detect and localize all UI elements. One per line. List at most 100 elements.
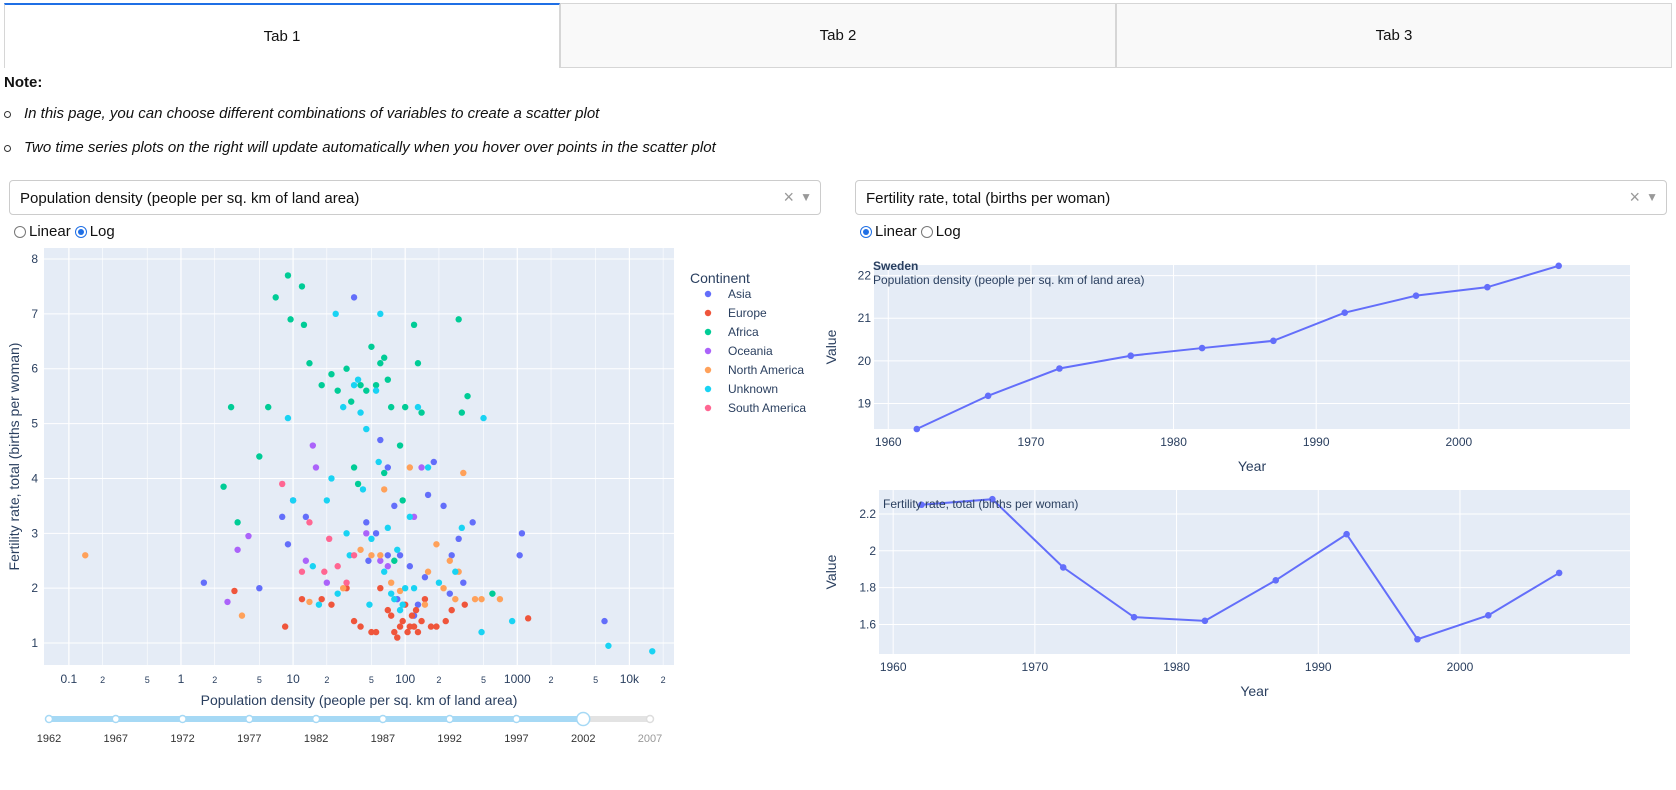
y-tick-label: 6 — [31, 362, 38, 376]
scatter-point — [442, 617, 449, 625]
scatter-point — [452, 595, 459, 603]
scatter-point — [279, 513, 286, 521]
scatter-point — [410, 584, 418, 592]
scatter-point — [309, 563, 317, 570]
scatter-point — [377, 552, 384, 559]
scatter-point — [410, 612, 418, 619]
scatter-point — [287, 316, 294, 323]
chevron-down-icon[interactable]: ▼ — [800, 190, 812, 204]
legend-label: Africa — [728, 325, 759, 339]
scatter-point — [401, 584, 409, 592]
y-axis-title: Value — [823, 554, 839, 589]
scatter-point — [396, 552, 404, 559]
y-linear-radio[interactable] — [860, 225, 872, 238]
scatter-point — [460, 469, 467, 477]
scatter-point — [496, 595, 504, 603]
scatter-point — [321, 568, 328, 575]
scatter-point — [387, 590, 395, 597]
scatter-point — [464, 392, 471, 400]
scatter-point — [343, 579, 350, 586]
x-tick-label: 1980 — [1163, 660, 1190, 674]
timeseries-point — [1272, 576, 1280, 584]
x-tick-label: 2 — [549, 675, 554, 685]
scatter-point — [309, 442, 317, 449]
legend-label: North America — [728, 363, 804, 377]
scatter-point — [381, 486, 388, 493]
chevron-down-icon[interactable]: ▼ — [1646, 190, 1658, 204]
timeseries-point — [1485, 612, 1492, 619]
x-tick-label: 2 — [324, 675, 329, 685]
slider-dot — [645, 714, 655, 724]
x-tick-label: 1 — [178, 672, 185, 686]
y-linear-label[interactable]: Linear — [875, 223, 917, 240]
x-tick-label: 5 — [145, 675, 150, 685]
scatter-point — [265, 403, 272, 411]
x-linear-label[interactable]: Linear — [29, 223, 71, 240]
scatter-point — [300, 321, 308, 329]
scatter-point — [245, 532, 252, 540]
legend-marker — [704, 385, 712, 393]
scatter-point — [368, 552, 375, 559]
scatter-point — [414, 601, 422, 608]
note-text: In this page, you can choose different c… — [24, 105, 600, 122]
timeseries-subtitle: Fertility rate, total (births per woman) — [883, 497, 1078, 511]
scatter-point — [256, 584, 263, 592]
timeseries-plot-area — [879, 490, 1630, 654]
scatter-point — [354, 480, 362, 488]
scatter-point — [430, 458, 437, 466]
x-tick-label: 2000 — [1445, 435, 1472, 449]
timeseries-point — [1484, 283, 1491, 291]
clear-y-icon[interactable]: × — [1629, 187, 1640, 207]
tab-2[interactable]: Tab 2 — [560, 3, 1116, 68]
y-tick-label: 3 — [31, 526, 38, 540]
scatter-point — [357, 409, 364, 416]
x-linear-radio[interactable] — [14, 225, 26, 238]
scatter-point — [458, 409, 466, 416]
scatter-point — [384, 552, 392, 559]
scatter-point — [391, 628, 398, 636]
scatter-point — [377, 310, 384, 318]
scatter-point — [298, 283, 306, 290]
scatter-point — [377, 584, 384, 592]
scatter-point — [306, 360, 313, 367]
scatter-point — [418, 409, 425, 416]
scatter-point — [238, 612, 246, 619]
scatter-point — [372, 628, 380, 636]
scatter-point — [518, 530, 526, 537]
legend-label: South America — [728, 401, 806, 415]
y-variable-dropdown[interactable]: Fertility rate, total (births per woman)… — [855, 180, 1667, 215]
scatter-point — [401, 601, 409, 608]
scatter-point — [421, 574, 429, 581]
x-tick-label: 1960 — [875, 435, 902, 449]
scatter-point — [350, 381, 358, 389]
x-variable-value: Population density (people per sq. km of… — [20, 190, 360, 207]
y-tick-label: 2 — [31, 581, 38, 595]
note-item: Two time series plots on the right will … — [4, 138, 716, 172]
scatter-point — [384, 606, 392, 614]
scatter-point — [427, 623, 435, 630]
y-log-radio[interactable] — [920, 225, 933, 238]
x-variable-dropdown[interactable]: Population density (people per sq. km of… — [9, 180, 821, 215]
x-scale-radio-group: Linear Log — [14, 223, 119, 240]
scatter-point — [340, 584, 347, 592]
scatter-point — [365, 557, 372, 564]
x-tick-label: 1000 — [504, 672, 531, 686]
scatter-point — [82, 552, 89, 559]
x-tick-label: 5 — [369, 675, 374, 685]
note-text: Two time series plots on the right will … — [24, 139, 716, 156]
slider-dot — [44, 714, 54, 724]
tab-1[interactable]: Tab 1 — [4, 3, 560, 68]
scatter-point — [508, 617, 516, 625]
y-log-label[interactable]: Log — [935, 223, 961, 240]
x-log-label[interactable]: Log — [89, 223, 115, 240]
timeseries-point — [1414, 635, 1421, 643]
x-tick-label: 1990 — [1303, 435, 1330, 449]
tab-3[interactable]: Tab 3 — [1116, 3, 1672, 68]
scatter-point — [315, 601, 323, 608]
scatter-point — [391, 557, 398, 564]
scatter-point — [384, 524, 392, 532]
x-log-radio[interactable] — [74, 225, 87, 238]
scatter-point — [256, 453, 263, 460]
clear-x-icon[interactable]: × — [783, 187, 794, 207]
scatter-point — [446, 557, 453, 564]
